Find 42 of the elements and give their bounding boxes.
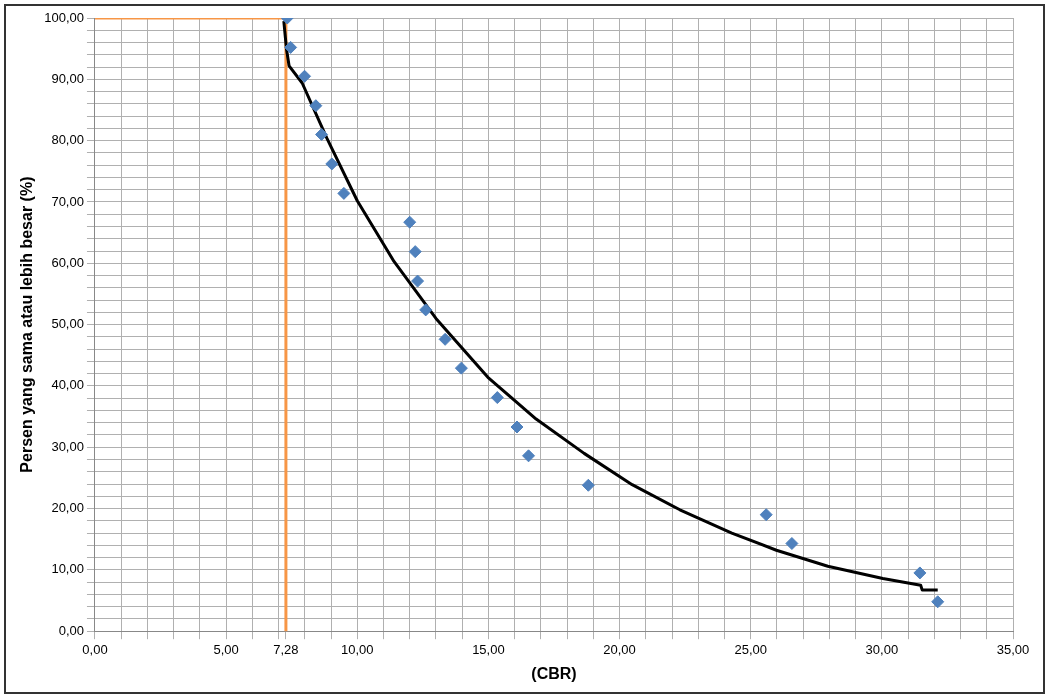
x-tick-label: 35,00 xyxy=(996,641,1030,657)
point xyxy=(438,332,452,346)
point xyxy=(403,215,417,229)
point xyxy=(913,566,927,580)
point xyxy=(284,40,298,54)
x-tick-label: 20,00 xyxy=(603,641,636,657)
point xyxy=(419,303,433,317)
y-axis-title: Persen yang sama atau lebih besar (%) xyxy=(18,176,36,473)
y-tick-label: 30,00 xyxy=(51,438,84,454)
point xyxy=(408,245,422,259)
y-tick-label: 100,00 xyxy=(44,9,84,25)
x-axis-title: (CBR) xyxy=(531,664,577,682)
x-tick-label: 5,00 xyxy=(213,641,239,657)
point xyxy=(454,361,468,375)
point xyxy=(581,478,595,492)
x-tick-label: 10,00 xyxy=(340,641,374,657)
y-tick-label: 10,00 xyxy=(51,561,84,577)
y-tick-label: 80,00 xyxy=(51,132,84,148)
point xyxy=(325,157,339,171)
point xyxy=(411,274,425,288)
y-tick-label: 50,00 xyxy=(51,316,84,332)
point xyxy=(298,69,312,83)
x-tick-label: 30,00 xyxy=(865,641,899,657)
point xyxy=(315,128,329,142)
point xyxy=(490,391,504,405)
y-tick-label: 90,00 xyxy=(51,70,84,86)
x-tick-label: 7,28 xyxy=(273,641,299,657)
y-tick-label: 20,00 xyxy=(51,500,84,516)
x-tick-label: 15,00 xyxy=(472,641,505,657)
point xyxy=(785,537,799,551)
point xyxy=(510,420,524,434)
x-tick-label: 0,00 xyxy=(82,641,108,657)
y-tick-label: 60,00 xyxy=(51,254,84,270)
point xyxy=(309,99,323,113)
point xyxy=(522,449,536,463)
y-tick-label: 40,00 xyxy=(51,377,84,393)
y-tick-label: 0,00 xyxy=(58,622,84,638)
y-tick-label: 70,00 xyxy=(51,193,84,209)
x-tick-label: 25,00 xyxy=(734,641,767,657)
point xyxy=(337,186,351,200)
point xyxy=(759,508,773,522)
point xyxy=(931,595,945,609)
